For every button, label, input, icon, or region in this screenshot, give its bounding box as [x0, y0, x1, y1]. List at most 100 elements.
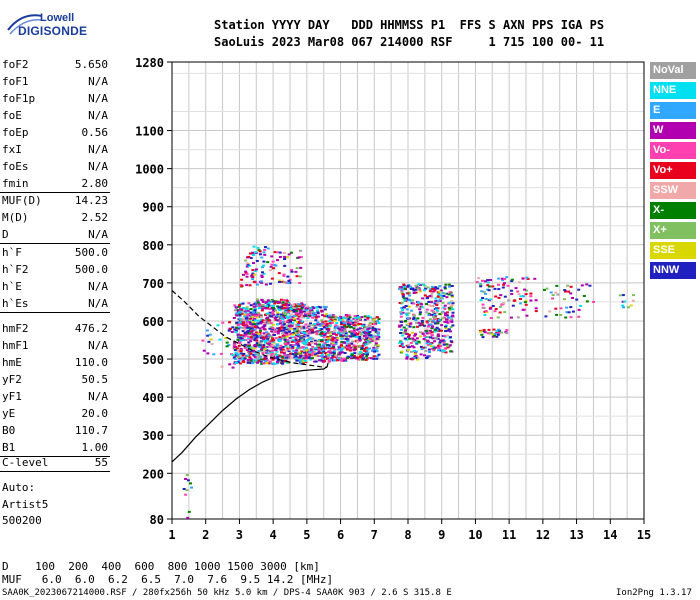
echo-point: [632, 294, 635, 297]
echo-point: [245, 265, 249, 268]
echo-point: [301, 326, 305, 329]
echo-point: [564, 290, 567, 293]
echo-point: [525, 289, 528, 292]
param-row-fxi: fxI N/A: [2, 143, 108, 157]
echo-point: [489, 317, 493, 319]
echo-point: [307, 356, 311, 359]
echo-point: [271, 307, 275, 309]
echo-point: [571, 310, 575, 313]
echo-point: [300, 316, 304, 319]
echo-point: [249, 347, 253, 350]
echo-point: [427, 304, 431, 307]
echo-point: [289, 318, 293, 321]
echo-point: [320, 340, 324, 343]
echo-point: [260, 276, 264, 278]
echo-point: [220, 365, 224, 368]
echo-point: [327, 328, 331, 331]
echo-point: [282, 326, 286, 329]
echo-point: [202, 349, 206, 352]
echo-point: [356, 340, 360, 343]
echo-point: [373, 350, 377, 353]
echo-point: [330, 347, 334, 350]
echo-point: [410, 302, 414, 305]
echo-point: [406, 284, 410, 287]
echo-point: [488, 298, 492, 301]
y-tick-label: 1100: [135, 125, 164, 139]
echo-point: [414, 350, 418, 353]
echo-point: [328, 320, 332, 323]
echo-point: [297, 256, 301, 259]
echo-point: [449, 340, 453, 343]
echo-point: [269, 345, 273, 348]
echo-point: [249, 338, 253, 341]
echo-point: [448, 307, 452, 310]
echo-point: [237, 350, 240, 353]
echo-point: [358, 351, 362, 354]
echo-point: [447, 283, 451, 286]
echo-point: [339, 330, 343, 333]
x-tick-label: 8: [404, 528, 411, 542]
echo-point: [565, 306, 569, 309]
echo-point: [446, 334, 450, 337]
echo-point: [427, 312, 431, 315]
echo-point: [241, 317, 245, 320]
echo-point: [431, 345, 435, 348]
echo-point: [510, 289, 513, 292]
echo-point: [295, 309, 299, 312]
echo-point: [317, 355, 320, 358]
echo-point: [276, 332, 280, 335]
echo-point: [425, 320, 429, 323]
param-name: fxI: [2, 143, 22, 156]
echo-point: [252, 245, 256, 248]
echo-point: [374, 349, 378, 352]
echo-point: [451, 308, 455, 311]
echo-point: [435, 304, 439, 306]
echo-point: [244, 323, 248, 326]
echo-point: [401, 311, 405, 314]
echo-point: [247, 351, 251, 354]
echo-point: [334, 324, 338, 327]
echo-point: [416, 358, 419, 361]
echo-point: [627, 306, 630, 309]
echo-point: [319, 311, 322, 314]
echo-point: [408, 337, 412, 340]
echo-point: [278, 309, 282, 312]
echo-point: [294, 313, 298, 316]
echo-point: [292, 310, 296, 313]
echo-point: [352, 324, 356, 327]
echo-point: [290, 269, 293, 271]
echo-point: [278, 354, 282, 357]
param-name: hmE: [2, 356, 22, 369]
logo-line-1: Lowell: [40, 12, 75, 24]
echo-point: [507, 299, 511, 302]
echo-point: [247, 255, 251, 258]
echo-point: [375, 355, 379, 358]
echo-point: [309, 322, 312, 325]
echo-point: [280, 321, 284, 324]
echo-point: [441, 317, 445, 320]
echo-point: [336, 348, 340, 351]
echo-point: [352, 348, 356, 351]
echo-point: [416, 325, 419, 328]
echo-point: [236, 333, 240, 336]
y-tick-label: 1280: [135, 56, 164, 70]
echo-point: [409, 288, 413, 290]
echo-point: [563, 298, 566, 301]
echo-point: [423, 284, 427, 287]
echo-point: [249, 336, 253, 339]
echo-point: [320, 358, 324, 361]
echo-point: [559, 314, 563, 316]
echo-point: [227, 329, 231, 332]
echo-point: [348, 330, 352, 333]
echo-point: [420, 348, 424, 351]
echo-point: [343, 329, 347, 332]
echo-point: [225, 341, 229, 344]
echo-point: [238, 342, 242, 344]
echo-point: [306, 334, 310, 337]
echo-point: [251, 313, 255, 316]
echo-point: [247, 337, 251, 340]
echo-point: [300, 302, 304, 305]
echo-point: [322, 326, 326, 329]
echo-point: [253, 323, 257, 326]
echo-point: [282, 323, 286, 326]
